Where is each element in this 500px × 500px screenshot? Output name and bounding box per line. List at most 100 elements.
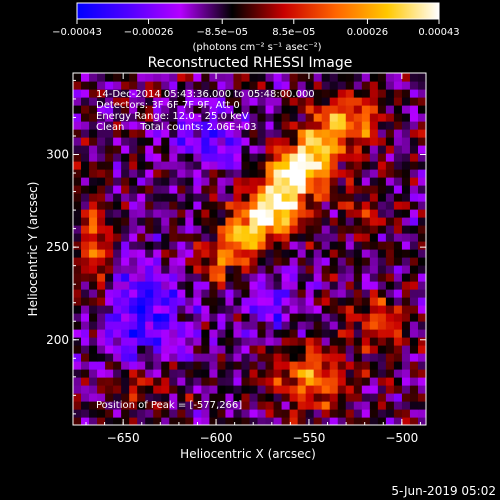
heatmap-cell	[201, 233, 210, 242]
heatmap-cell	[321, 393, 331, 402]
heatmap-cell	[225, 129, 235, 138]
heatmap-cell	[161, 97, 170, 106]
heatmap-cell	[313, 177, 323, 186]
heatmap-cell	[417, 353, 426, 362]
heatmap-cell	[321, 161, 331, 170]
heatmap-cell	[345, 161, 355, 170]
heatmap-cell	[97, 97, 106, 106]
heatmap-cell	[305, 153, 315, 162]
heatmap-cell	[145, 105, 154, 114]
heatmap-cell	[321, 201, 331, 210]
heatmap-cell	[185, 377, 194, 386]
heatmap-cell	[177, 401, 186, 410]
heatmap-cell	[361, 313, 371, 322]
heatmap-cell	[81, 81, 90, 90]
heatmap-cell	[265, 409, 275, 418]
heatmap-cell	[377, 297, 387, 306]
heatmap-cell	[401, 265, 411, 274]
heatmap-cell	[289, 321, 299, 330]
heatmap-cell	[257, 385, 267, 394]
heatmap-cell	[321, 241, 331, 250]
heatmap-cell	[393, 185, 403, 194]
heatmap-cell	[305, 169, 315, 178]
heatmap-cell	[377, 89, 387, 98]
heatmap-cell	[73, 81, 82, 90]
heatmap-cell	[105, 73, 114, 82]
heatmap-cell	[137, 153, 146, 162]
heatmap-cell	[361, 281, 371, 290]
heatmap-cell	[361, 289, 371, 298]
heatmap-cell	[257, 201, 267, 210]
heatmap-cell	[161, 113, 170, 122]
heatmap-cell	[265, 417, 275, 425]
heatmap-cell	[289, 265, 299, 274]
heatmap-cell	[409, 209, 419, 218]
heatmap-cell	[305, 337, 315, 346]
heatmap-cell	[185, 185, 194, 194]
heatmap-cell	[105, 273, 114, 282]
heatmap-cell	[113, 73, 122, 82]
heatmap-cell	[217, 225, 227, 234]
heatmap-cell	[377, 177, 387, 186]
heatmap-cell	[401, 73, 411, 82]
heatmap-cell	[193, 385, 202, 394]
heatmap-cell	[329, 377, 339, 386]
heatmap-cell	[169, 241, 178, 250]
heatmap-cell	[273, 377, 283, 386]
heatmap-cell	[121, 257, 130, 266]
heatmap-cell	[377, 137, 387, 146]
heatmap-cell	[153, 241, 162, 250]
heatmap-cell	[81, 105, 90, 114]
heatmap-cell	[337, 329, 347, 338]
heatmap-cell	[113, 377, 122, 386]
heatmap-cell	[297, 289, 307, 298]
heatmap-cell	[153, 113, 162, 122]
heatmap-cell	[209, 265, 219, 274]
heatmap-cell	[417, 273, 426, 282]
heatmap-cell	[201, 369, 210, 378]
heatmap-cell	[169, 401, 178, 410]
colorbar-ticks: −0.00043 −0.00026 −8.5e−05 8.5e−05 0.00026 0.…	[52, 19, 460, 38]
heatmap-cell	[409, 257, 419, 266]
heatmap-cell	[305, 217, 315, 226]
heatmap-cell	[145, 377, 154, 386]
heatmap-cell	[105, 377, 114, 386]
heatmap-cell	[105, 321, 114, 330]
heatmap-cell	[257, 185, 267, 194]
heatmap-cell	[201, 209, 210, 218]
heatmap-cell	[249, 89, 259, 98]
heatmap-cell	[81, 321, 90, 330]
heatmap-cell	[297, 393, 307, 402]
heatmap-cell	[161, 241, 170, 250]
heatmap-cell	[321, 121, 331, 130]
heatmap-cell	[257, 113, 267, 122]
heatmap-cell	[313, 353, 323, 362]
heatmap-cell	[73, 113, 82, 122]
heatmap-cell	[289, 393, 299, 402]
heatmap-cell	[273, 281, 283, 290]
heatmap-cell	[233, 265, 243, 274]
heatmap-cell	[129, 233, 138, 242]
heatmap-cell	[417, 137, 426, 146]
heatmap-cell	[201, 193, 210, 202]
heatmap-cell	[225, 353, 235, 362]
heatmap-cell	[73, 153, 82, 162]
heatmap-cell	[257, 209, 267, 218]
heatmap-cell	[201, 169, 210, 178]
heatmap-cell	[161, 409, 170, 418]
heatmap-cell	[249, 265, 259, 274]
heatmap-cell	[353, 81, 363, 90]
heatmap-cell	[297, 273, 307, 282]
heatmap-cell	[337, 73, 347, 82]
heatmap-cell	[321, 233, 331, 242]
heatmap-cell	[401, 313, 411, 322]
heatmap-cell	[249, 193, 259, 202]
heatmap-cell	[201, 201, 210, 210]
heatmap-cell	[409, 217, 419, 226]
heatmap-cell	[89, 417, 98, 425]
heatmap-cell	[329, 401, 339, 410]
heatmap-cell	[361, 417, 371, 425]
x-tick-label: −650	[107, 431, 140, 445]
heatmap-cell	[321, 353, 331, 362]
heatmap-cell	[153, 145, 162, 154]
